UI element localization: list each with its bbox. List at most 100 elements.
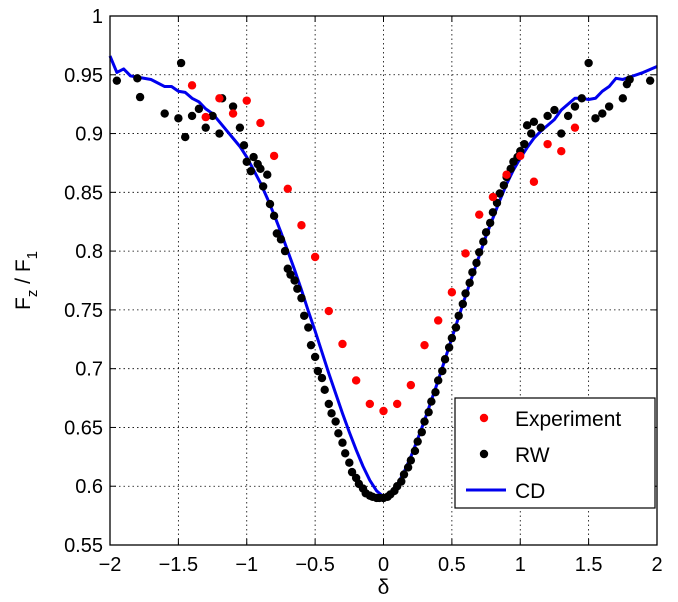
rw-data-point <box>420 417 429 426</box>
rw-data-point <box>479 237 488 246</box>
rw-data-point <box>488 208 498 217</box>
rw-data-point <box>485 218 495 228</box>
rw-data-point <box>472 258 481 268</box>
rw-data-point <box>529 117 539 127</box>
rw-data-point <box>331 417 340 426</box>
rw-data-point <box>604 102 614 111</box>
rw-data-point <box>451 323 461 332</box>
rw-data-point <box>447 333 457 343</box>
rw-data-point <box>399 470 409 479</box>
experiment-data-point <box>406 380 416 390</box>
axis-ticks: −2 −1.5 −1 −0.5 0 0.5 1 1.5 2 0.55 0.6 0.65 0.7 0.75 0… <box>64 6 663 576</box>
rw-data-point <box>317 373 327 383</box>
rw-data-point <box>347 467 357 477</box>
legend-marker-experiment <box>479 413 489 423</box>
rw-data-point <box>499 181 509 190</box>
rw-data-point <box>345 458 354 467</box>
rw-data-point <box>215 129 224 138</box>
experiment-data-point <box>557 146 566 156</box>
legend: Experiment RW CD <box>454 397 656 509</box>
rw-data-point <box>324 399 333 409</box>
experiment-data-point <box>516 151 525 161</box>
experiment-data-point <box>434 316 443 325</box>
rw-data-point <box>320 385 329 395</box>
rw-data-point <box>181 132 190 142</box>
rw-data-point <box>310 352 320 362</box>
rw-data-point <box>584 58 593 68</box>
y-tick-label: 0.6 <box>75 476 103 498</box>
rw-data-point <box>434 376 443 385</box>
legend-label-rw: RW <box>515 444 550 467</box>
rw-data-point <box>465 278 474 288</box>
x-tick-label: −2 <box>99 554 122 576</box>
rw-data-point <box>424 407 433 417</box>
rw-data-point <box>570 102 580 111</box>
rw-data-point <box>403 463 413 472</box>
experiment-data-point <box>365 399 375 409</box>
rw-data-point <box>239 141 249 150</box>
x-tick-label: −1.5 <box>159 554 198 576</box>
y-tick-label: 0.95 <box>64 65 103 87</box>
rw-data-point <box>272 229 282 238</box>
experiment-data-point <box>297 221 306 230</box>
rw-data-point <box>341 449 350 458</box>
experiment-data-point <box>324 306 333 316</box>
rw-data-point <box>444 343 454 352</box>
experiment-data-point <box>187 81 197 90</box>
rw-data-point <box>299 311 309 320</box>
experiment-data-point <box>242 96 251 105</box>
rw-data-point <box>526 129 536 138</box>
rw-data-point <box>133 74 142 83</box>
experiment-data-point <box>338 339 347 349</box>
rw-data-point <box>468 268 477 277</box>
y-label-main: F <box>12 297 35 310</box>
x-tick-label: 0 <box>378 554 389 576</box>
rw-data-point <box>475 248 484 257</box>
y-tick-label: 0.65 <box>64 417 103 439</box>
experiment-data-point <box>488 192 498 202</box>
rw-data-point <box>397 477 406 486</box>
rw-data-point <box>338 438 347 447</box>
rw-data-point <box>454 311 463 320</box>
rw-data-point <box>625 75 634 84</box>
experiment-data-point <box>392 399 402 409</box>
y-tick-label: 1 <box>92 6 103 28</box>
rw-data-point <box>506 164 515 174</box>
rw-data-point <box>208 111 217 121</box>
experiment-data-point <box>283 184 292 194</box>
experiment-data-point <box>379 406 388 416</box>
x-tick-label: 1.5 <box>575 554 603 576</box>
rw-data-point <box>280 246 290 256</box>
rw-data-point <box>269 211 279 221</box>
rw-data-point <box>276 235 286 244</box>
experiment-data-point <box>502 170 511 179</box>
experiment-data-point <box>269 151 279 161</box>
experiment-data-point <box>529 177 539 186</box>
rw-data-point <box>406 456 416 465</box>
x-tick-label: 0.5 <box>438 554 466 576</box>
x-tick-label: 2 <box>651 554 662 576</box>
rw-data-point <box>536 123 545 132</box>
experiment-data-point <box>570 123 580 132</box>
y-axis-label: Fz / F1 <box>12 251 41 310</box>
rw-data-point <box>438 366 447 376</box>
rw-data-point <box>461 289 470 298</box>
rw-data-point <box>201 123 210 132</box>
y-tick-label: 0.75 <box>64 300 103 322</box>
x-tick-label: 1 <box>515 554 526 576</box>
experiment-data-point <box>256 118 265 128</box>
legend-label-experiment: Experiment <box>515 408 621 431</box>
y-tick-label: 0.9 <box>75 124 103 146</box>
rw-data-point <box>591 114 600 123</box>
rw-data-point <box>577 94 586 103</box>
rw-data-point <box>112 76 122 85</box>
rw-data-point <box>431 387 440 397</box>
rw-data-point <box>249 152 258 162</box>
rw-data-point <box>246 166 256 176</box>
rw-data-point <box>293 284 302 293</box>
rw-data-point <box>160 109 169 118</box>
rw-data-point <box>135 92 145 102</box>
rw-data-point <box>417 427 426 437</box>
